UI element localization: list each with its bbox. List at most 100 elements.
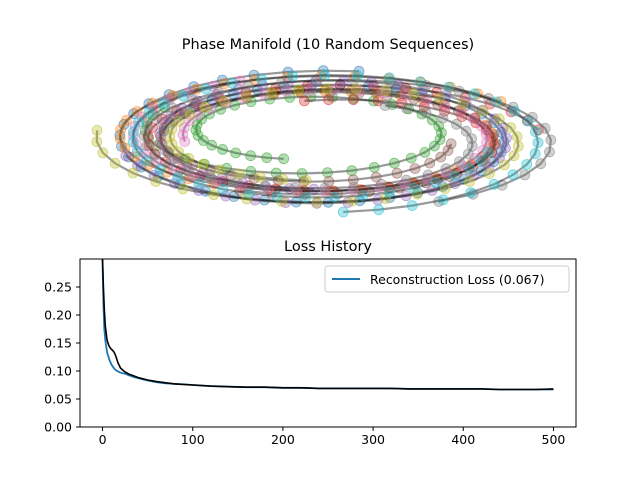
trajectory-point	[166, 138, 178, 150]
trajectory-point	[460, 125, 472, 137]
trajectory-point	[357, 190, 369, 201]
trajectory-point	[265, 87, 277, 98]
trajectory-point	[368, 161, 380, 173]
trajectory-point	[206, 139, 218, 151]
trajectory-point	[258, 194, 270, 206]
trajectory-point	[217, 143, 229, 155]
y-tick-label: 0.00	[44, 420, 72, 435]
trajectory-point	[183, 87, 195, 98]
x-tick-label: 400	[451, 432, 475, 447]
trajectory-point	[530, 126, 541, 138]
trajectory-point	[158, 98, 170, 110]
trajectory-point	[499, 142, 511, 154]
trajectory-point	[177, 129, 189, 141]
x-tick-label: 500	[542, 432, 566, 447]
trajectory-point	[464, 176, 475, 188]
trajectory-point	[329, 191, 340, 203]
trajectory-point	[261, 152, 273, 164]
trajectory-point	[435, 127, 447, 139]
trajectory-point	[469, 88, 480, 100]
trajectory-point	[291, 185, 303, 197]
trajectory-point	[383, 72, 395, 84]
trajectory-point	[420, 80, 432, 91]
trajectory-point	[240, 91, 252, 102]
trajectory-point	[529, 148, 541, 160]
y-tick-label: 0.25	[44, 280, 72, 295]
trajectory-point	[109, 157, 121, 169]
trajectory-point	[127, 136, 139, 148]
trajectory-point	[308, 183, 320, 195]
trajectory-point	[184, 108, 196, 120]
trajectory-point	[435, 151, 447, 163]
trajectory-point	[91, 136, 103, 148]
trajectory-point	[280, 197, 292, 209]
trajectory-point	[276, 77, 288, 88]
trajectory-point	[143, 107, 155, 119]
trajectory-point	[133, 116, 145, 128]
trajectory-point	[155, 136, 166, 148]
trajectory-point	[233, 168, 245, 180]
trajectory-point	[439, 183, 451, 194]
trajectory-point	[488, 129, 500, 141]
trajectory-point	[321, 83, 333, 95]
trajectory-point	[179, 136, 191, 147]
trajectory-point	[319, 185, 331, 197]
trajectory-point	[190, 124, 202, 136]
trajectory-point	[289, 182, 301, 194]
trajectory-point	[161, 166, 173, 178]
trajectory-point	[391, 167, 403, 179]
trajectory-point	[434, 134, 446, 145]
trajectory-point	[420, 94, 432, 106]
trajectory-point	[501, 132, 512, 144]
legend-box	[324, 265, 570, 293]
trajectory-point	[319, 182, 331, 194]
trajectory-point	[422, 169, 434, 181]
trajectory-point	[287, 70, 299, 82]
trajectory-point	[476, 120, 488, 132]
trajectory-point	[114, 133, 126, 145]
trajectory-point	[414, 76, 426, 87]
trajectory-point	[380, 193, 392, 204]
trajectory-point	[511, 131, 523, 143]
trajectory-point	[521, 159, 533, 170]
trajectory-point	[509, 105, 520, 117]
trajectory-point	[464, 163, 476, 175]
trajectory-point	[496, 179, 508, 191]
trajectory-point	[488, 117, 500, 129]
trajectory-point	[138, 148, 150, 160]
trajectory-point	[131, 145, 143, 157]
loss-axes: 0 100 200 300 400 500 0.00 0.05 0.10 0.15 0.20 0.25	[44, 258, 577, 447]
trajectory-point	[120, 150, 132, 162]
trajectory-point	[491, 96, 503, 108]
trajectory-line	[119, 74, 502, 193]
trajectory-point	[217, 183, 229, 195]
trajectory-point	[437, 112, 449, 124]
trajectory-point	[495, 96, 507, 107]
legend: Reconstruction Loss (0.067)	[324, 265, 570, 293]
trajectory-point	[532, 137, 544, 149]
x-tick-label: 0	[99, 432, 107, 447]
loss-title: Loss History	[284, 239, 372, 255]
trajectory-point	[141, 155, 153, 167]
trajectory-point	[278, 153, 290, 165]
trajectory-point	[173, 146, 184, 157]
trajectory-point	[379, 100, 391, 111]
x-tick-label: 200	[271, 432, 295, 447]
manifold-title: Phase Manifold (10 Random Sequences)	[182, 37, 474, 53]
trajectory-point	[177, 90, 189, 102]
trajectory-point	[375, 178, 387, 190]
trajectory-point	[300, 174, 312, 186]
trajectory-point	[200, 83, 212, 95]
trajectory-point	[393, 182, 405, 194]
trajectory-point	[388, 157, 400, 169]
trajectory-point	[127, 167, 139, 179]
trajectory-point	[426, 114, 438, 126]
trajectory-point	[545, 134, 557, 146]
trajectory-point	[322, 167, 333, 179]
trajectory-point	[241, 193, 253, 205]
trajectory-point	[300, 191, 312, 203]
trajectory-point	[187, 93, 199, 105]
manifold-plot	[91, 65, 557, 218]
trajectory-point	[248, 173, 260, 184]
trajectory-point	[465, 187, 477, 199]
